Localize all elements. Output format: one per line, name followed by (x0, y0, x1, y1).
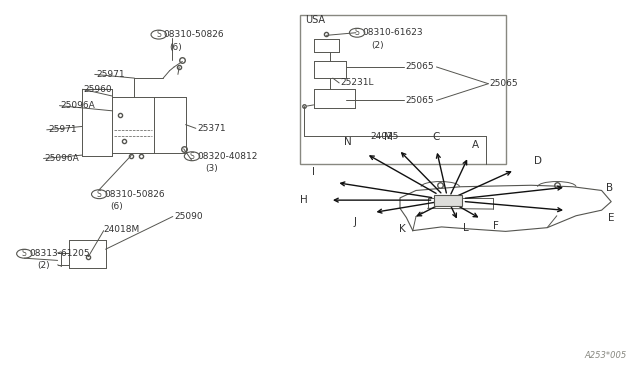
Text: (2): (2) (37, 261, 50, 270)
Text: 08310-61623: 08310-61623 (362, 28, 423, 37)
Text: S: S (22, 249, 27, 258)
Text: B: B (605, 183, 613, 193)
Text: 08313-61205: 08313-61205 (29, 249, 90, 258)
Text: 25231L: 25231L (340, 78, 374, 87)
Text: (6): (6) (110, 202, 123, 211)
Bar (434, 195, 462, 206)
Text: USA: USA (305, 16, 325, 25)
Text: 08310-50826: 08310-50826 (104, 190, 165, 199)
Text: 24025: 24025 (370, 132, 398, 141)
Text: 25971: 25971 (96, 70, 125, 79)
Text: 08310-50826: 08310-50826 (164, 30, 225, 39)
Bar (300, 15, 506, 164)
Text: J: J (354, 218, 356, 227)
Text: I: I (312, 167, 315, 177)
Text: 25096A: 25096A (61, 101, 95, 110)
Text: K: K (399, 224, 405, 234)
Text: S: S (355, 28, 360, 37)
Text: L: L (463, 223, 468, 232)
Text: (6): (6) (170, 43, 182, 52)
Text: 25090: 25090 (174, 212, 203, 221)
Text: C: C (432, 132, 440, 142)
Text: 25065: 25065 (406, 62, 435, 71)
Text: M: M (384, 132, 393, 142)
Text: F: F (493, 221, 499, 231)
Text: 24018M: 24018M (104, 225, 140, 234)
Text: 25971: 25971 (48, 125, 77, 134)
Text: 25371: 25371 (197, 124, 226, 133)
Text: 08320-40812: 08320-40812 (197, 152, 257, 161)
Text: 25065: 25065 (490, 79, 518, 88)
Text: S: S (156, 30, 161, 39)
Text: 25960: 25960 (84, 85, 113, 94)
Text: (3): (3) (205, 164, 218, 173)
Text: S: S (189, 152, 195, 161)
Text: E: E (608, 213, 614, 222)
Text: N: N (344, 137, 352, 147)
Text: A253*005: A253*005 (585, 351, 627, 360)
Text: (2): (2) (371, 41, 384, 50)
Text: A: A (472, 140, 479, 150)
Text: 25065: 25065 (406, 96, 435, 105)
Text: D: D (534, 156, 541, 166)
Text: H: H (300, 195, 308, 205)
Text: 25096A: 25096A (45, 154, 79, 163)
Text: S: S (97, 190, 102, 199)
